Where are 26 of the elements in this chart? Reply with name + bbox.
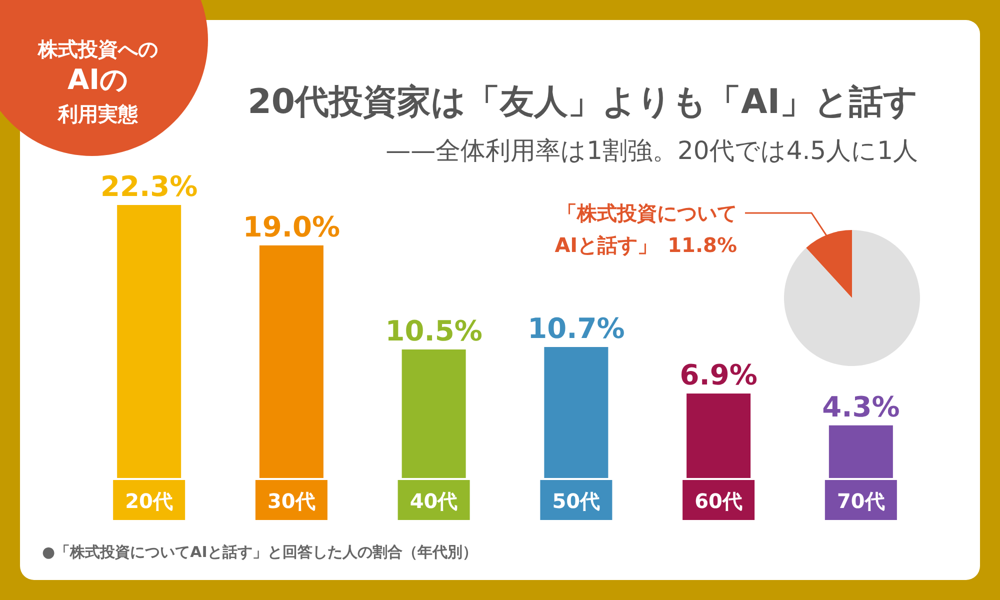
- data-label: 4.3%: [822, 390, 900, 424]
- bar: [259, 245, 324, 478]
- bar: [402, 349, 466, 478]
- bar: [544, 347, 608, 478]
- text: 利用実態: [57, 102, 139, 126]
- x-tick-label: 50代: [552, 489, 600, 513]
- text: AIの: [67, 63, 129, 96]
- x-tick-label: 70代: [837, 489, 885, 513]
- text: ●「株式投資についてAIと話す」と回答した人の割合（年代別）: [42, 543, 478, 561]
- data-label: 11.8%: [668, 233, 737, 257]
- data-label: 22.3%: [100, 170, 198, 203]
- data-label: 10.5%: [385, 314, 482, 348]
- data-label: 10.7%: [528, 312, 625, 346]
- bar: [828, 425, 893, 478]
- pie-slice: [784, 230, 920, 366]
- x-tick-label: 20代: [125, 489, 173, 513]
- data-label: 19.0%: [242, 210, 340, 244]
- bar: [686, 394, 751, 478]
- chart-title: 20代投資家は「友人」よりも「AI」と話す: [248, 82, 918, 122]
- chart-subtitle: ——全体利用率は1割強。20代では4.5人に1人: [386, 136, 918, 165]
- x-tick-label: 60代: [694, 489, 742, 513]
- x-tick-label: 40代: [410, 489, 458, 513]
- bar: [117, 205, 182, 478]
- text: 株式投資への: [37, 37, 158, 61]
- data-label: 6.9%: [680, 358, 758, 392]
- x-tick-label: 30代: [268, 489, 316, 513]
